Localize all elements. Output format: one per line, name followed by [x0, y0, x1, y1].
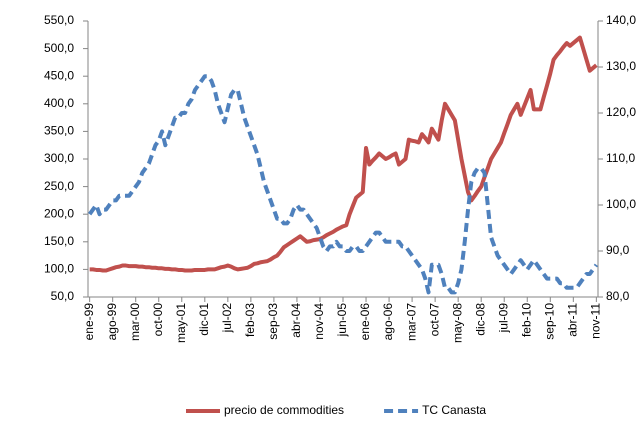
- x-tick-label: jun-05: [335, 303, 349, 338]
- y-tick-label: 150,0: [44, 234, 74, 248]
- x-tick-label: feb-03: [243, 303, 257, 337]
- x-tick-label: dic-01: [197, 303, 211, 336]
- x-tick-label: sep-10: [542, 303, 556, 340]
- y-tick-label: 400,0: [44, 96, 74, 110]
- y-tick-label: 500,0: [44, 41, 74, 55]
- y-tick-label: 450,0: [44, 68, 74, 82]
- x-tick-label: sep-03: [266, 303, 280, 340]
- x-tick-label: ene-99: [82, 303, 96, 341]
- y2-tick-label: 140,0: [606, 13, 636, 27]
- y2-tick-label: 100,0: [606, 197, 636, 211]
- y2-tick-label: 90,0: [606, 243, 630, 257]
- x-tick-label: abr-04: [289, 303, 303, 338]
- x-tick-label: may-01: [174, 303, 188, 343]
- x-tick-label: abr-11: [565, 303, 579, 337]
- y2-tick-label: 110,0: [606, 151, 635, 165]
- y2-tick-label: 80,0: [606, 289, 630, 303]
- x-tick-label: mar-00: [128, 303, 142, 341]
- series-line: [88, 74, 598, 295]
- y2-tick-label: 120,0: [606, 105, 636, 119]
- x-tick-label: nov-11: [589, 303, 603, 339]
- x-tick-label: may-08: [450, 303, 464, 343]
- legend-label: TC Canasta: [422, 403, 486, 417]
- x-tick-label: jul-02: [220, 303, 234, 334]
- x-tick-label: ene-06: [358, 303, 372, 341]
- y-tick-label: 200,0: [44, 206, 74, 220]
- series-line: [89, 35, 598, 273]
- x-tick-label: oct-07: [427, 303, 441, 337]
- y-tick-label: 550,0: [44, 13, 74, 27]
- y-tick-label: 250,0: [44, 179, 74, 193]
- x-tick-label: jul-09: [496, 303, 510, 334]
- x-tick-label: nov-04: [312, 303, 326, 340]
- y-tick-label: 50,0: [51, 289, 75, 303]
- x-tick-label: dic-08: [473, 303, 487, 336]
- y-tick-label: 300,0: [44, 151, 74, 165]
- legend-label: precio de commodities: [224, 403, 344, 417]
- y2-tick-label: 130,0: [606, 59, 636, 73]
- x-tick-label: oct-00: [151, 303, 165, 337]
- y-tick-label: 100,0: [44, 262, 74, 276]
- x-tick-label: feb-10: [519, 303, 533, 337]
- x-tick-label: ago-06: [381, 303, 395, 341]
- x-tick-label: mar-07: [404, 303, 418, 341]
- y-tick-label: 350,0: [44, 124, 74, 138]
- x-tick-label: ago-99: [105, 303, 119, 341]
